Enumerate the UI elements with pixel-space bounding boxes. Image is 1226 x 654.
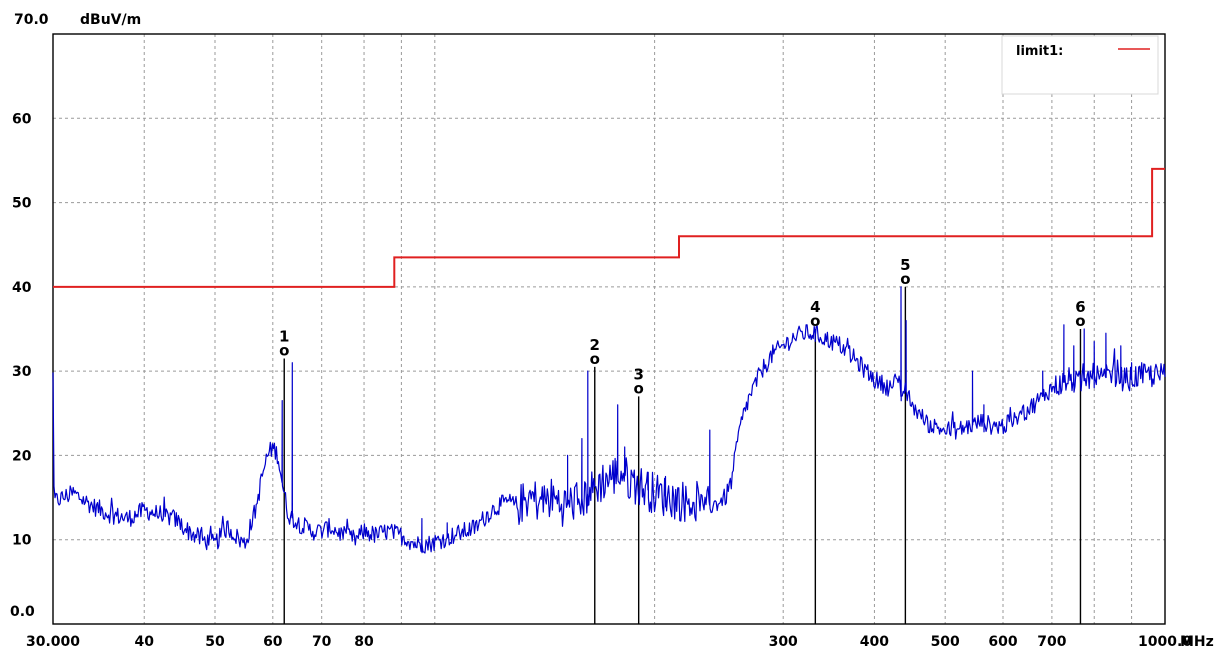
limit-line — [53, 167, 1165, 288]
plot-frame — [52, 33, 1166, 625]
x-tick-labels: 30.000 40 50 60 70 80 300 400 500 600 700 1000.0 — [26, 634, 1192, 650]
grid-lines — [53, 34, 1165, 624]
x-tick-label: 50 — [205, 634, 225, 650]
y-tick-label: 20 — [12, 448, 32, 464]
x-tick-label: 1000.0 — [1138, 634, 1192, 650]
marker-number-3: 3 — [633, 365, 643, 383]
y-tick-label: 60 — [12, 111, 32, 127]
marker-number-1: 1 — [279, 328, 289, 346]
legend: limit1: — [1001, 35, 1159, 95]
y-tick-label: 40 — [12, 280, 32, 296]
x-tick-label: 30.000 — [26, 634, 80, 650]
x-tick-label: 400 — [860, 634, 889, 650]
legend-label: limit1: — [1016, 44, 1063, 59]
marker-number-6: 6 — [1075, 298, 1085, 316]
marker-symbol-1: o — [279, 342, 289, 360]
y-tick-label: 10 — [12, 533, 32, 549]
y-axis-min-label: 0.0 — [10, 604, 35, 620]
x-tick-label: 500 — [931, 634, 960, 650]
y-tick-labels: 10 20 30 40 50 60 — [12, 111, 32, 548]
marker-symbol-3: o — [634, 379, 644, 397]
y-axis-unit-label: dBuV/m — [80, 12, 141, 28]
marker-number-2: 2 — [590, 336, 600, 354]
x-tick-label: 600 — [988, 634, 1017, 650]
marker-symbol-2: o — [590, 350, 600, 368]
y-tick-label: 30 — [12, 364, 32, 380]
x-tick-label: 300 — [769, 634, 798, 650]
marker-number-5: 5 — [900, 256, 910, 274]
marker-symbol-4: o — [810, 312, 820, 330]
x-axis-unit-label: MHz — [1180, 634, 1214, 650]
y-axis-max-label: 70.0 — [14, 12, 49, 28]
x-tick-label: 70 — [312, 634, 332, 650]
marker-symbol-5: o — [900, 270, 910, 288]
x-tick-label: 80 — [354, 634, 374, 650]
marker-lines — [283, 286, 1082, 624]
emission-trace-line — [52, 286, 1166, 554]
x-tick-label: 60 — [263, 634, 283, 650]
x-tick-label: 700 — [1037, 634, 1066, 650]
y-tick-label: 50 — [12, 196, 32, 212]
marker-symbol-6: o — [1075, 312, 1085, 330]
marker-number-4: 4 — [810, 298, 820, 316]
x-tick-label: 40 — [134, 634, 154, 650]
